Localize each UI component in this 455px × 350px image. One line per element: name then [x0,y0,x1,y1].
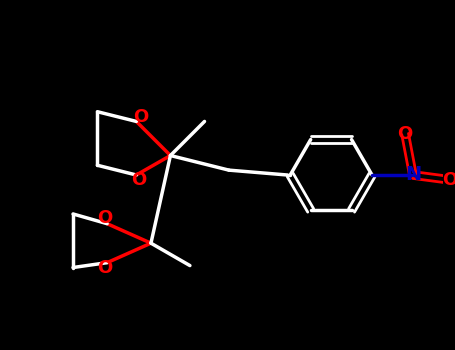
Text: O: O [442,171,455,189]
Text: N: N [405,166,421,184]
Text: O: O [398,125,413,143]
Text: O: O [131,171,146,189]
Text: O: O [134,107,149,126]
Text: O: O [97,259,113,278]
Text: O: O [97,209,113,227]
